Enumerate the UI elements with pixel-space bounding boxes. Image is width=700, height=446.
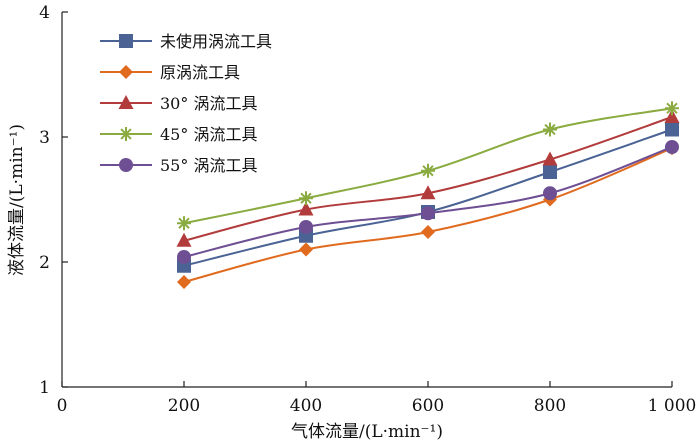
data-point <box>542 151 558 166</box>
x-axis-title: 气体流量/(L·min⁻¹) <box>291 422 443 442</box>
legend-label: 45° 涡流工具 <box>160 125 257 144</box>
legend-swatch-marker <box>119 65 133 79</box>
legend-item: 未使用涡流工具 <box>100 32 272 51</box>
data-point <box>665 101 679 116</box>
legend-swatch-marker <box>118 95 134 109</box>
legend-item: 45° 涡流工具 <box>100 125 257 144</box>
legend-item: 55° 涡流工具 <box>100 156 257 175</box>
series-4 <box>177 101 679 231</box>
axes <box>61 12 672 388</box>
x-tick-label: 400 <box>290 396 322 416</box>
data-point <box>177 250 191 264</box>
data-point <box>420 185 436 200</box>
legend-item: 30° 涡流工具 <box>100 94 257 113</box>
data-point <box>665 122 679 137</box>
legend-item: 原涡流工具 <box>100 63 240 82</box>
legend-label: 55° 涡流工具 <box>160 156 257 175</box>
data-point <box>299 220 313 234</box>
data-point <box>543 122 557 137</box>
legend-label: 30° 涡流工具 <box>160 94 257 113</box>
data-point <box>177 275 191 289</box>
y-tick-label: 2 <box>39 253 50 273</box>
legend-swatch-marker <box>119 127 133 141</box>
data-point <box>664 109 680 123</box>
series-5 <box>177 140 679 264</box>
legend-label: 未使用涡流工具 <box>160 32 272 51</box>
data-point <box>421 206 435 221</box>
data-point <box>543 165 557 179</box>
data-point <box>421 225 435 239</box>
y-tick-label: 1 <box>39 378 50 398</box>
legend-swatch-marker <box>119 34 133 48</box>
x-tick-label: 0 <box>57 396 68 416</box>
data-point <box>177 216 191 231</box>
series-3 <box>176 109 680 247</box>
legend-swatch-marker <box>119 158 133 172</box>
x-tick-label: 200 <box>168 396 200 416</box>
data-point <box>665 140 679 154</box>
data-point <box>176 232 192 247</box>
data-point <box>421 163 435 178</box>
data-point <box>299 191 313 206</box>
x-tick-label: 800 <box>534 396 566 416</box>
y-tick-label: 3 <box>39 128 50 148</box>
y-tick-label: 4 <box>39 3 50 23</box>
series <box>176 101 680 289</box>
x-tick-label: 1 000 <box>648 396 697 416</box>
ticks: 0 200 400 600 800 1 000 1 2 3 4 <box>39 3 696 416</box>
y-axis-title: 液体流量/(L·min⁻¹) <box>7 124 27 276</box>
legend-label: 原涡流工具 <box>160 63 240 82</box>
data-point <box>543 186 557 201</box>
data-point <box>298 201 314 216</box>
data-point <box>299 242 313 257</box>
x-tick-label: 600 <box>412 396 444 416</box>
